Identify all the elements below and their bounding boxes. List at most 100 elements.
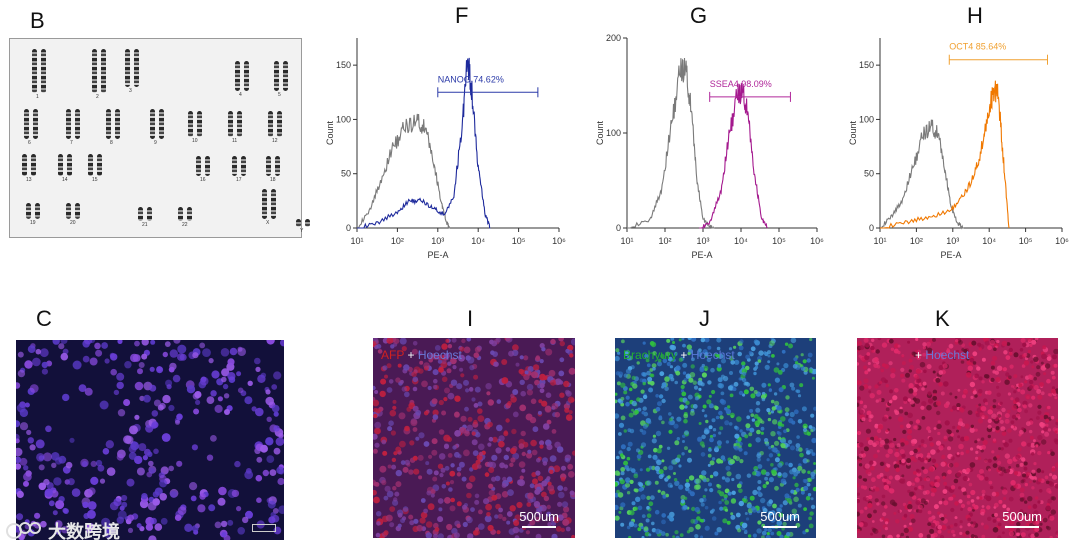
cell-nucleus — [666, 338, 671, 343]
cell-nucleus — [519, 475, 524, 480]
cell-nucleus — [958, 499, 963, 504]
cell-nucleus — [670, 345, 676, 351]
cell-nucleus — [874, 487, 880, 492]
cell-nucleus — [237, 347, 246, 356]
cell-nucleus — [214, 521, 222, 529]
chromosome — [237, 111, 242, 137]
cell-nucleus — [1036, 389, 1042, 394]
cell-nucleus — [797, 503, 802, 508]
cell-nucleus — [636, 361, 640, 365]
cell-nucleus — [905, 535, 909, 538]
cell-nucleus — [642, 372, 647, 377]
cell-nucleus — [714, 405, 719, 411]
cell-nucleus — [17, 369, 26, 378]
cell-nucleus — [806, 459, 810, 463]
cell-nucleus — [527, 492, 534, 500]
cell-nucleus — [865, 428, 871, 434]
cell-nucleus — [559, 340, 565, 347]
cell-nucleus — [644, 353, 649, 359]
cell-nucleus — [864, 354, 870, 361]
cell-nucleus — [724, 500, 730, 505]
cell-nucleus — [926, 341, 931, 347]
cell-nucleus — [878, 529, 882, 532]
cell-nucleus — [691, 338, 696, 341]
cell-nucleus — [908, 491, 915, 497]
cell-nucleus — [966, 357, 970, 361]
cell-nucleus — [127, 527, 134, 533]
cell-nucleus — [757, 416, 761, 421]
cell-nucleus — [947, 530, 951, 534]
cell-nucleus — [767, 360, 771, 364]
cell-nucleus — [623, 460, 629, 466]
cell-nucleus — [625, 482, 630, 488]
cell-nucleus — [151, 410, 159, 417]
cell-nucleus — [995, 376, 1001, 383]
cell-nucleus — [157, 404, 164, 411]
cell-nucleus — [97, 464, 105, 472]
cell-nucleus — [531, 449, 538, 456]
cell-nucleus — [446, 523, 453, 531]
cell-nucleus — [456, 523, 461, 528]
cell-nucleus — [887, 534, 893, 538]
cell-nucleus — [870, 345, 875, 351]
cell-nucleus — [553, 465, 561, 473]
cell-nucleus — [1027, 496, 1033, 502]
chromosome-number: 14 — [62, 177, 68, 183]
cell-nucleus — [863, 446, 869, 452]
cell-nucleus — [423, 508, 428, 514]
cell-nucleus — [1010, 480, 1016, 486]
cell-nucleus — [627, 441, 633, 447]
cell-nucleus — [224, 409, 230, 415]
cell-nucleus — [113, 389, 120, 396]
cell-nucleus — [720, 455, 726, 460]
cell-nucleus — [192, 352, 199, 359]
cell-nucleus — [684, 405, 688, 409]
cell-nucleus — [996, 339, 1000, 344]
cell-nucleus — [1051, 386, 1056, 390]
cell-nucleus — [1046, 356, 1052, 361]
cell-nucleus — [466, 492, 472, 499]
cell-nucleus — [202, 348, 211, 357]
cell-nucleus — [770, 463, 774, 467]
cell-nucleus — [974, 373, 980, 379]
cell-nucleus — [701, 363, 705, 368]
x-axis-label: PE-A — [427, 250, 448, 260]
cell-nucleus — [1006, 507, 1010, 512]
cell-nucleus — [625, 401, 630, 407]
cell-nucleus — [926, 364, 932, 370]
cell-nucleus — [1024, 409, 1028, 414]
cell-nucleus — [914, 374, 920, 380]
cell-nucleus — [374, 427, 381, 435]
cell-nucleus — [687, 457, 692, 463]
cell-nucleus — [704, 352, 709, 356]
cell-nucleus — [688, 449, 692, 453]
cell-nucleus — [623, 390, 628, 395]
cell-nucleus — [650, 373, 655, 378]
cell-nucleus — [636, 448, 640, 453]
cell-nucleus — [858, 463, 863, 467]
x-tick-label: 10³ — [696, 236, 709, 246]
cell-nucleus — [917, 456, 922, 461]
cell-nucleus — [470, 507, 475, 512]
cell-nucleus — [160, 517, 168, 525]
cell-nucleus — [194, 391, 202, 399]
cell-nucleus — [512, 344, 519, 351]
cell-nucleus — [477, 464, 482, 469]
cell-nucleus — [374, 421, 382, 429]
cell-nucleus — [615, 399, 618, 404]
cell-nucleus — [780, 416, 786, 422]
cell-nucleus — [984, 459, 988, 463]
cell-nucleus — [389, 506, 396, 512]
cell-nucleus — [1023, 512, 1028, 517]
cell-nucleus — [1011, 405, 1017, 411]
cell-nucleus — [984, 401, 989, 406]
cell-nucleus — [808, 516, 812, 521]
cell-nucleus — [913, 458, 918, 463]
cell-nucleus — [801, 406, 807, 412]
x-tick-label: 10⁴ — [471, 236, 485, 246]
cell-nucleus — [491, 494, 498, 501]
cell-nucleus — [495, 338, 501, 343]
cell-nucleus — [943, 481, 947, 486]
cell-nucleus — [996, 517, 1001, 522]
chromosome-pair: 16 — [196, 156, 216, 186]
